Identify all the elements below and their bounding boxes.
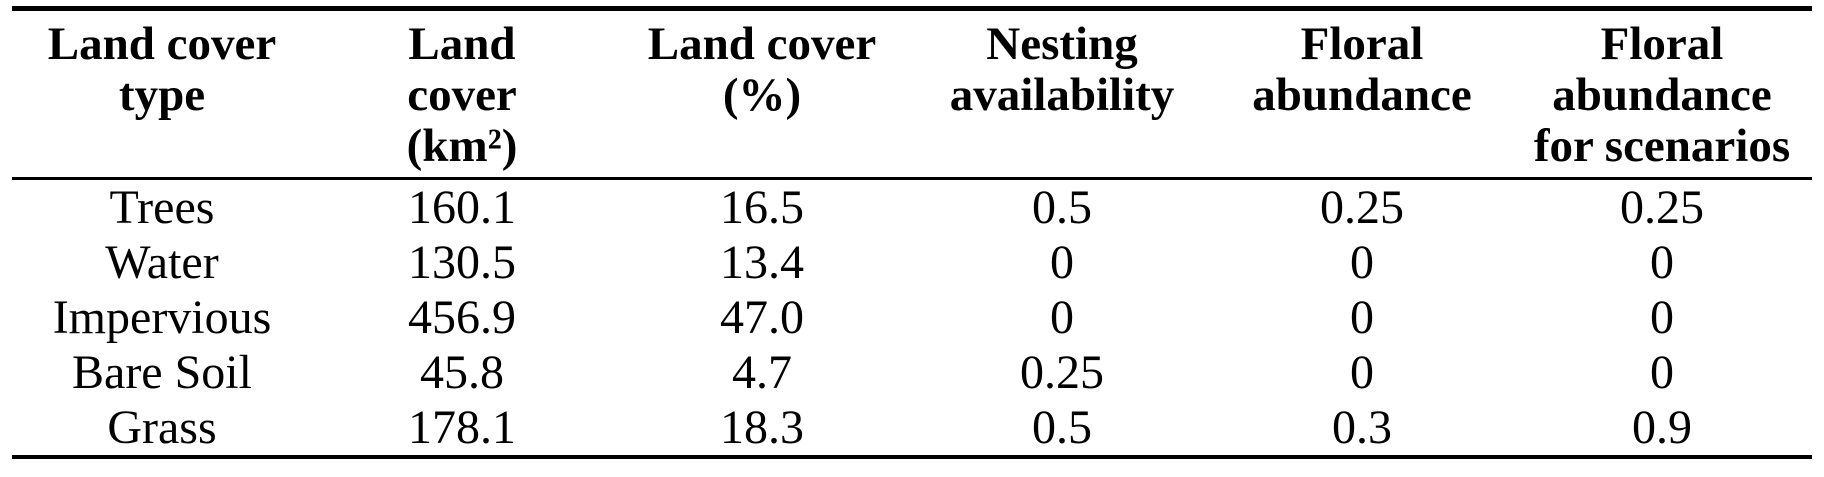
cell-floral-abundance: 0 (1350, 291, 1374, 345)
cell-nesting-availability: 0.5 (1032, 401, 1092, 455)
cell-land-cover-percent: 47.0 (720, 291, 804, 345)
cell-land-cover-percent: 4.7 (732, 346, 792, 400)
cell-land-cover-km2: 130.5 (408, 236, 516, 290)
cell-nesting-availability: 0 (1050, 291, 1074, 345)
cell-nesting-availability: 0 (1050, 236, 1074, 290)
cell-land-cover-type: Bare Soil (72, 346, 252, 400)
cell-land-cover-type: Water (105, 236, 219, 290)
table-row-water: Water 130.5 13.4 0 0 0 (12, 235, 1812, 290)
cell-land-cover-percent: 13.4 (720, 236, 804, 290)
cell-floral-abundance: 0.25 (1320, 181, 1404, 235)
land-cover-table: Land cover type Land cover (km²) Land co… (12, 6, 1812, 460)
table-row-bare-soil: Bare Soil 45.8 4.7 0.25 0 0 (12, 345, 1812, 400)
col-header-floral-abundance-scenarios: Floral abundance for scenarios (1512, 8, 1812, 181)
col-header-floral-abundance: Floral abundance (1212, 8, 1512, 181)
cell-land-cover-km2: 45.8 (420, 346, 504, 400)
cell-floral-abundance-scenarios: 0 (1650, 236, 1674, 290)
cell-floral-abundance-scenarios: 0 (1650, 291, 1674, 345)
cell-land-cover-km2: 178.1 (408, 401, 516, 455)
cell-nesting-availability: 0.25 (1020, 346, 1104, 400)
cell-nesting-availability: 0.5 (1032, 181, 1092, 235)
cell-land-cover-km2: 160.1 (408, 181, 516, 235)
col-header-land-cover-percent: Land cover (%) (612, 8, 912, 181)
table-row-grass: Grass 178.1 18.3 0.5 0.3 0.9 (12, 400, 1812, 457)
cell-floral-abundance-scenarios: 0.25 (1620, 181, 1704, 235)
cell-floral-abundance: 0.3 (1332, 401, 1392, 455)
table-header: Land cover type Land cover (km²) Land co… (12, 8, 1812, 181)
cell-floral-abundance-scenarios: 0 (1650, 346, 1674, 400)
cell-land-cover-percent: 18.3 (720, 401, 804, 455)
cell-floral-abundance-scenarios: 0.9 (1632, 401, 1692, 455)
cell-land-cover-type: Grass (107, 401, 217, 455)
col-header-nesting-availability: Nesting availability (912, 8, 1212, 181)
cell-land-cover-type: Impervious (52, 291, 272, 345)
cell-land-cover-km2: 456.9 (408, 291, 516, 345)
cell-land-cover-percent: 16.5 (720, 181, 804, 235)
header-row: Land cover type Land cover (km²) Land co… (12, 8, 1812, 181)
col-header-land-cover-type: Land cover type (12, 8, 312, 181)
cell-floral-abundance: 0 (1350, 236, 1374, 290)
table-row-trees: Trees 160.1 16.5 0.5 0.25 0.25 (12, 179, 1812, 236)
col-header-land-cover-km2: Land cover (km²) (312, 8, 612, 181)
cell-floral-abundance: 0 (1350, 346, 1374, 400)
table-row-impervious: Impervious 456.9 47.0 0 0 0 (12, 290, 1812, 345)
cell-land-cover-type: Trees (109, 181, 215, 235)
table-body: Trees 160.1 16.5 0.5 0.25 0.25 Water 130… (12, 179, 1812, 458)
